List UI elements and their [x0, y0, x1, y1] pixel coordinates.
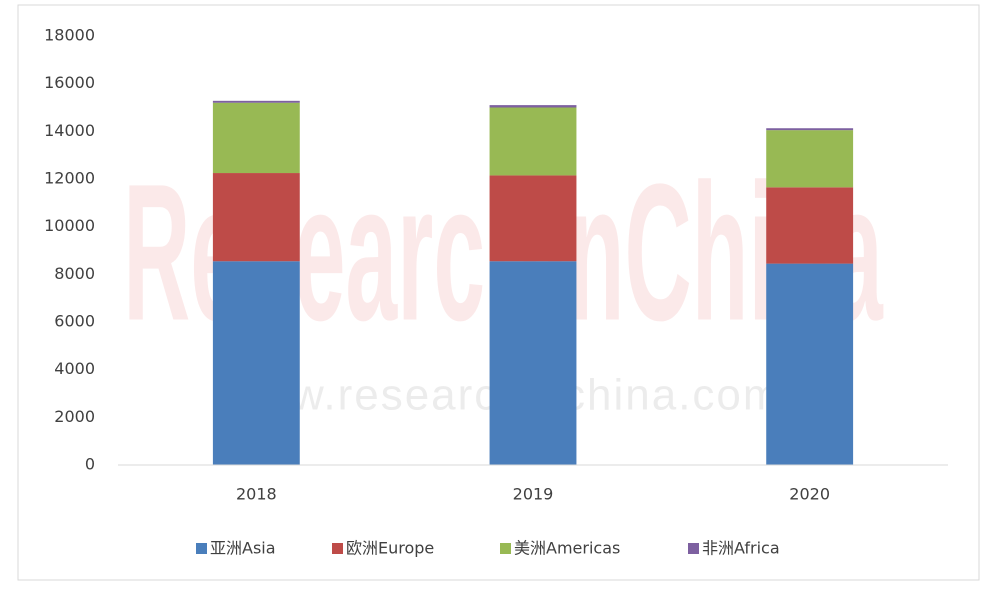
- legend-label: 欧洲Europe: [346, 539, 434, 558]
- bar-segment: [489, 175, 577, 262]
- bar-segment: [212, 261, 300, 465]
- bar-segment: [212, 100, 300, 103]
- bar-segment: [766, 187, 854, 264]
- y-tick-label: 6000: [54, 312, 95, 331]
- y-tick-label: 12000: [44, 169, 95, 188]
- legend-swatch: [332, 543, 343, 554]
- legend-label: 非洲Africa: [702, 539, 780, 558]
- y-tick-label: 0: [85, 455, 95, 474]
- legend-label: 亚洲Asia: [210, 539, 276, 558]
- y-tick-label: 14000: [44, 121, 95, 140]
- legend-label: 美洲Americas: [514, 539, 620, 558]
- x-tick-label: 2020: [789, 485, 830, 504]
- y-tick-label: 18000: [44, 26, 95, 45]
- legend-swatch: [196, 543, 207, 554]
- y-tick-label: 8000: [54, 264, 95, 283]
- y-tick-label: 16000: [44, 73, 95, 92]
- legend-swatch: [688, 543, 699, 554]
- bar-segment: [489, 105, 577, 108]
- x-tick-label: 2019: [513, 485, 554, 504]
- x-tick-label: 2018: [236, 485, 277, 504]
- bar-segment: [766, 128, 854, 131]
- bar-segment: [766, 263, 854, 465]
- bar-segment: [212, 173, 300, 262]
- y-tick-label: 4000: [54, 359, 95, 378]
- y-tick-label: 10000: [44, 216, 95, 235]
- legend-swatch: [500, 543, 511, 554]
- bar-segment: [766, 130, 854, 188]
- bar-segment: [489, 261, 577, 465]
- y-tick-label: 2000: [54, 407, 95, 426]
- bar-segment: [489, 107, 577, 176]
- bar-segment: [212, 102, 300, 174]
